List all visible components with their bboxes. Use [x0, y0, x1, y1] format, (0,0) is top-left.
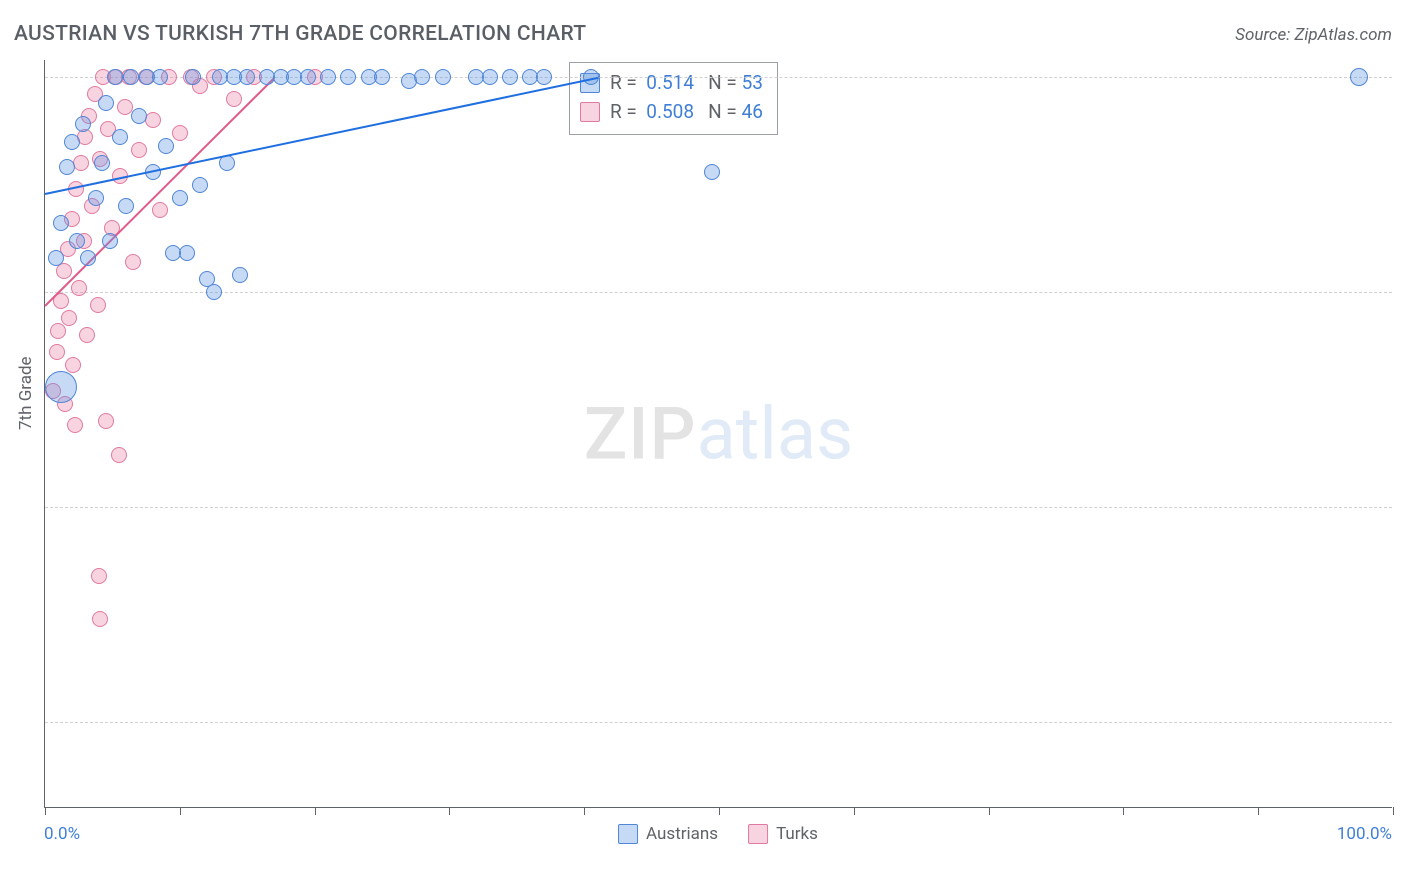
- scatter-point-turks: [98, 413, 114, 429]
- x-tick: [45, 807, 46, 815]
- y-tick-label: 92.5%: [1402, 712, 1406, 732]
- scatter-point-austrians: [239, 69, 255, 85]
- scatter-point-turks: [71, 280, 87, 296]
- scatter-point-austrians: [374, 69, 390, 85]
- scatter-point-austrians: [172, 190, 188, 206]
- scatter-point-turks: [61, 310, 77, 326]
- scatter-point-turks: [92, 611, 108, 627]
- scatter-point-austrians: [131, 108, 147, 124]
- x-tick: [315, 807, 316, 815]
- x-axis-min-label: 0.0%: [44, 824, 80, 844]
- scatter-point-austrians: [320, 69, 336, 85]
- correlation-box: R = 0.514 N = 53R = 0.508 N = 46: [569, 62, 778, 135]
- y-tick-label: 97.5%: [1402, 282, 1406, 302]
- correlation-text: R = 0.514 N = 53: [610, 69, 763, 98]
- scatter-point-turks: [125, 254, 141, 270]
- scatter-point-turks: [73, 155, 89, 171]
- x-tick: [449, 807, 450, 815]
- legend-item-turks: Turks: [748, 824, 818, 844]
- plot-area: ZIPatlas R = 0.514 N = 53R = 0.508 N = 4…: [44, 60, 1392, 808]
- x-tick: [719, 807, 720, 815]
- correlation-row-turks: R = 0.508 N = 46: [580, 98, 763, 127]
- x-tick: [989, 807, 990, 815]
- legend-label: Austrians: [646, 824, 718, 844]
- scatter-point-turks: [131, 142, 147, 158]
- scatter-point-austrians: [75, 116, 91, 132]
- scatter-point-turks: [79, 327, 95, 343]
- scatter-point-austrians: [53, 215, 69, 231]
- scatter-point-austrians: [435, 69, 451, 85]
- watermark-atlas: atlas: [697, 391, 854, 476]
- scatter-point-turks: [50, 323, 66, 339]
- y-tick-label: 100.0%: [1402, 67, 1406, 87]
- watermark: ZIPatlas: [584, 391, 853, 476]
- scatter-point-turks: [67, 417, 83, 433]
- y-axis-title: 7th Grade: [16, 356, 36, 430]
- scatter-point-turks: [91, 568, 107, 584]
- y-gridline: [45, 507, 1392, 508]
- legend-label: Turks: [776, 824, 818, 844]
- legend-item-austrians: Austrians: [618, 824, 718, 844]
- scatter-point-austrians: [48, 250, 64, 266]
- x-tick: [854, 807, 855, 815]
- scatter-point-turks: [65, 357, 81, 373]
- scatter-point-austrians: [152, 69, 168, 85]
- scatter-point-austrians: [158, 138, 174, 154]
- scatter-point-austrians: [414, 69, 430, 85]
- scatter-point-austrians: [118, 198, 134, 214]
- scatter-point-austrians: [123, 69, 139, 85]
- y-gridline: [45, 292, 1392, 293]
- scatter-point-austrians: [98, 95, 114, 111]
- scatter-point-austrians: [102, 233, 118, 249]
- scatter-point-austrians: [107, 69, 123, 85]
- chart-title: AUSTRIAN VS TURKISH 7TH GRADE CORRELATIO…: [14, 22, 586, 46]
- chart-source: Source: ZipAtlas.com: [1235, 25, 1392, 45]
- scatter-point-austrians: [185, 69, 201, 85]
- scatter-point-austrians: [45, 371, 77, 403]
- scatter-point-austrians: [59, 159, 75, 175]
- scatter-point-austrians: [502, 69, 518, 85]
- plot-container: ZIPatlas R = 0.514 N = 53R = 0.508 N = 4…: [44, 60, 1392, 808]
- x-tick: [180, 807, 181, 815]
- scatter-point-turks: [117, 99, 133, 115]
- scatter-point-austrians: [179, 245, 195, 261]
- legend-swatch-turks: [580, 102, 600, 122]
- scatter-point-turks: [172, 125, 188, 141]
- scatter-point-turks: [90, 297, 106, 313]
- scatter-point-turks: [226, 91, 242, 107]
- scatter-point-austrians: [206, 284, 222, 300]
- scatter-point-austrians: [88, 190, 104, 206]
- scatter-point-austrians: [1350, 68, 1368, 86]
- scatter-point-turks: [152, 202, 168, 218]
- y-gridline: [45, 722, 1392, 723]
- y-tick-label: 95.0%: [1402, 497, 1406, 517]
- scatter-point-austrians: [704, 164, 720, 180]
- scatter-point-austrians: [232, 267, 248, 283]
- correlation-text: R = 0.508 N = 46: [610, 98, 763, 127]
- scatter-point-austrians: [482, 69, 498, 85]
- correlation-row-austrians: R = 0.514 N = 53: [580, 69, 763, 98]
- scatter-point-austrians: [69, 233, 85, 249]
- x-axis-max-label: 100.0%: [1337, 824, 1392, 844]
- x-tick: [1258, 807, 1259, 815]
- legend-swatch-turks: [748, 824, 768, 844]
- x-tick: [584, 807, 585, 815]
- x-tick: [1123, 807, 1124, 815]
- legend: Austrians Turks: [618, 824, 818, 844]
- x-tick: [1393, 807, 1394, 815]
- watermark-zip: ZIP: [584, 391, 697, 476]
- scatter-point-austrians: [340, 69, 356, 85]
- scatter-point-austrians: [192, 177, 208, 193]
- scatter-point-austrians: [112, 129, 128, 145]
- scatter-point-austrians: [80, 250, 96, 266]
- scatter-point-turks: [111, 447, 127, 463]
- scatter-point-austrians: [94, 155, 110, 171]
- legend-swatch-austrians: [618, 824, 638, 844]
- scatter-point-turks: [49, 344, 65, 360]
- scatter-point-austrians: [300, 69, 316, 85]
- scatter-point-austrians: [536, 69, 552, 85]
- scatter-point-austrians: [64, 134, 80, 150]
